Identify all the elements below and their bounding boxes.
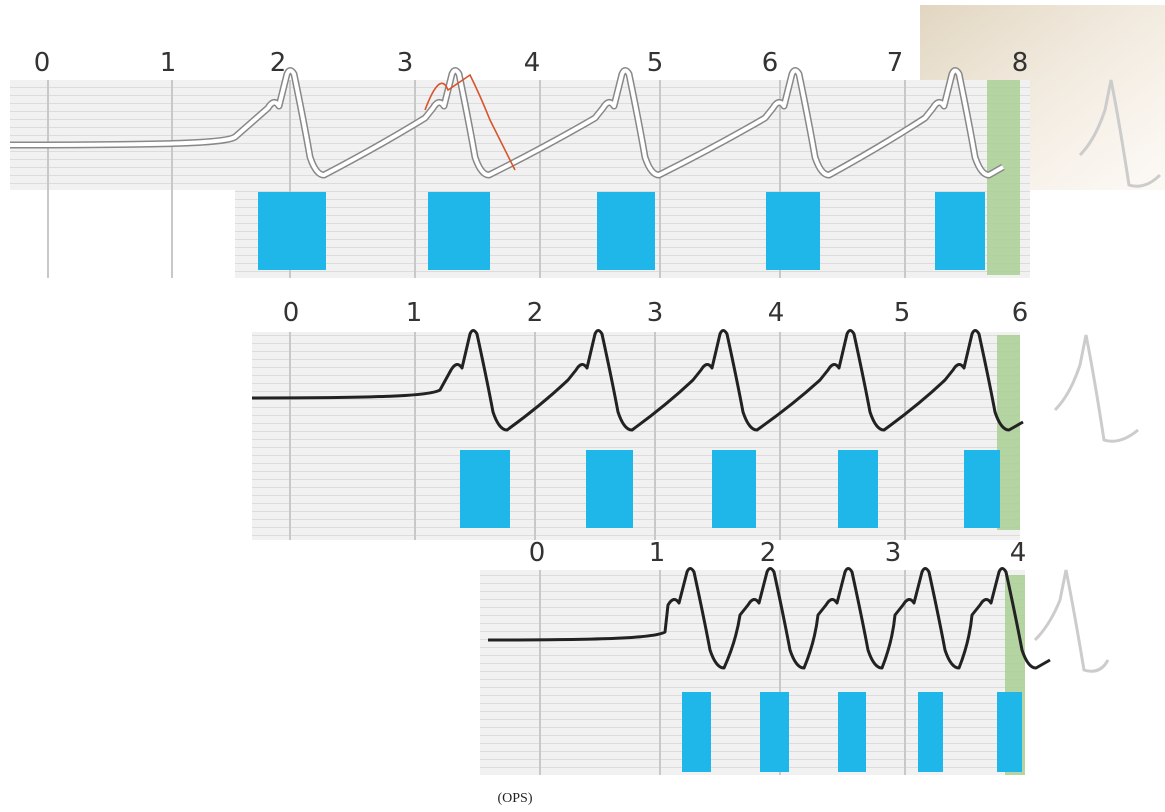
pulse-block — [597, 192, 655, 270]
time-label: 6 — [762, 48, 779, 78]
marker-strip — [987, 80, 1020, 275]
pulse-block — [964, 450, 1000, 528]
page: {"panels": [ {"ticks": [0, 1, 2, 3, 4, 5… — [0, 0, 1165, 812]
time-label: 4 — [524, 48, 541, 78]
pulse-block — [766, 192, 820, 270]
time-label: 0 — [529, 538, 546, 568]
ghost-wave — [1035, 570, 1108, 671]
time-label: 3 — [885, 538, 902, 568]
time-label: 2 — [527, 298, 544, 328]
pulse-block — [258, 192, 326, 270]
time-label: 1 — [406, 298, 423, 328]
pulse-block — [838, 692, 866, 772]
pulse-block — [838, 450, 878, 528]
pulse-block — [918, 692, 943, 772]
time-label: 1 — [649, 538, 666, 568]
figure: 0 1 2 3 4 5 6 7 8 0 1 2 3 4 5 6 0 1 2 3 4 (OPS) — [0, 0, 1165, 812]
time-label: 3 — [397, 48, 414, 78]
pulse-block — [712, 450, 756, 528]
time-label: 1 — [160, 48, 177, 78]
grid-area — [10, 80, 1030, 190]
pulse-block — [586, 450, 633, 528]
pulse-block — [935, 192, 985, 270]
time-label: 0 — [34, 48, 51, 78]
pulse-block — [428, 192, 490, 270]
time-label: 0 — [283, 298, 300, 328]
pulse-block — [997, 692, 1022, 772]
time-label: 2 — [760, 538, 777, 568]
time-label: 7 — [887, 48, 904, 78]
ghost-wave — [1055, 335, 1138, 441]
time-label: 4 — [1010, 538, 1027, 568]
time-label: 2 — [270, 48, 287, 78]
time-label: 8 — [1012, 48, 1029, 78]
time-label: 3 — [647, 298, 664, 328]
marker-strip — [997, 335, 1020, 530]
time-label: 5 — [647, 48, 664, 78]
caption: (OPS) — [497, 791, 532, 806]
time-label: 5 — [894, 298, 911, 328]
pulse-block — [760, 692, 789, 772]
time-label: 4 — [768, 298, 785, 328]
time-label: 6 — [1012, 298, 1029, 328]
pulse-block — [460, 450, 510, 528]
pulse-block — [682, 692, 711, 772]
